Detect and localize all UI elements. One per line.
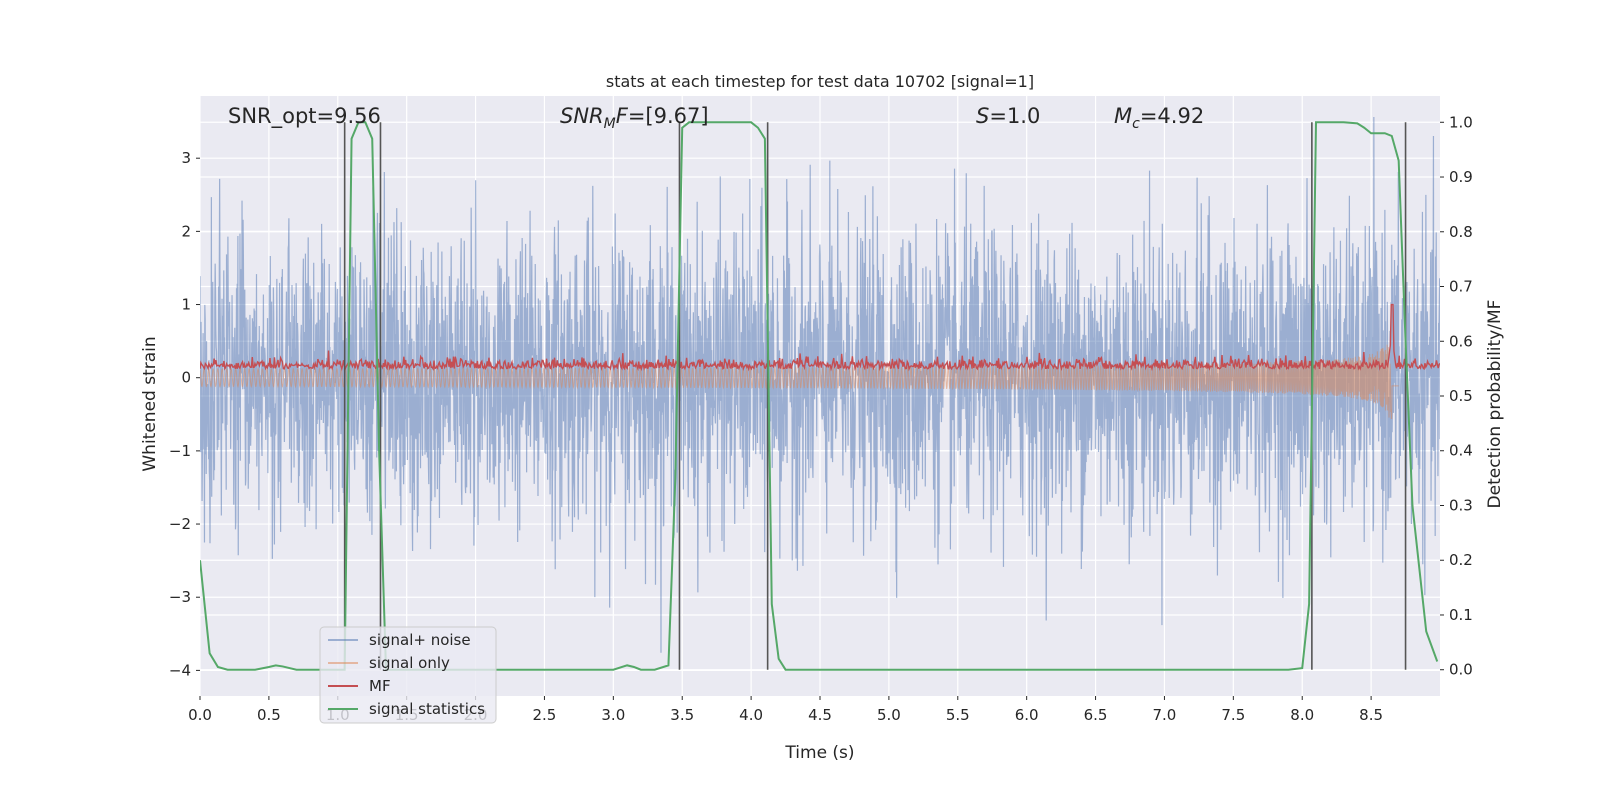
y2-tick-label: 0.4 [1449,442,1473,460]
x-tick-label: 4.5 [808,706,832,724]
x-tick-label: 0.5 [257,706,281,724]
annotation-snr-opt: SNR_opt=9.56 [228,104,381,129]
y2-tick-label: 0.9 [1449,168,1473,186]
y2-tick-label: 0.5 [1449,387,1473,405]
x-tick-label: 8.5 [1359,706,1383,724]
annotation-mc: Mc=4.92 [1114,104,1204,132]
y2-tick-label: 0.7 [1449,278,1473,296]
y2-axis-label: Detection probability/MF [1485,300,1505,509]
y-tick-label: 0 [181,369,191,387]
y2-axis-ticks: 0.0 0.1 0.2 0.3 0.4 0.5 0.6 0.7 0.8 0.9 1.0 [1440,113,1473,679]
legend-label-noise: signal+ noise [369,631,471,649]
y-tick-label: −1 [169,442,191,460]
legend-label-mf: MF [369,677,391,695]
y2-tick-label: 0.1 [1449,606,1473,624]
y-axis-ticks: −4 −3 −2 −1 0 1 2 3 [169,149,200,679]
annotation-s: S=1.0 [976,104,1040,128]
y2-tick-label: 0.8 [1449,223,1473,241]
x-tick-label: 8.0 [1290,706,1314,724]
x-axis-label: Time (s) [784,743,854,763]
y-tick-label: −2 [169,515,191,533]
y-tick-label: −4 [169,661,191,679]
x-tick-label: 2.5 [533,706,557,724]
y-tick-label: −3 [169,588,191,606]
series-signal-only [200,344,1399,420]
x-tick-label: 5.5 [946,706,970,724]
y-tick-label: 2 [181,222,191,240]
x-tick-label: 3.5 [670,706,694,724]
y2-tick-label: 0.3 [1449,496,1473,514]
chart-title: stats at each timestep for test data 107… [606,72,1034,91]
legend-label-statistics: signal statistics [369,700,485,718]
series-mf [200,303,1440,372]
x-tick-label: 5.0 [877,706,901,724]
x-tick-label: 0.0 [188,706,212,724]
series-signal-noise [200,116,1440,653]
x-tick-label: 4.0 [739,706,763,724]
x-tick-label: 7.0 [1153,706,1177,724]
y2-tick-label: 0.2 [1449,551,1473,569]
annotation-snr-mf: SNRMF=[9.67] [560,104,709,132]
x-tick-label: 6.5 [1084,706,1108,724]
y2-tick-label: 0.0 [1449,661,1473,679]
y-tick-label: 1 [181,296,191,314]
y-tick-label: 3 [181,149,191,167]
legend-box [319,626,497,724]
y-axis-label: Whitened strain [140,336,160,471]
legend-label-signal: signal only [369,654,450,672]
y2-tick-label: 1.0 [1449,113,1473,131]
legend: signal+ noise signal only MF signal stat… [319,626,497,724]
x-tick-label: 7.5 [1221,706,1245,724]
x-tick-label: 3.0 [601,706,625,724]
x-tick-label: 6.0 [1015,706,1039,724]
y2-tick-label: 0.6 [1449,332,1473,350]
